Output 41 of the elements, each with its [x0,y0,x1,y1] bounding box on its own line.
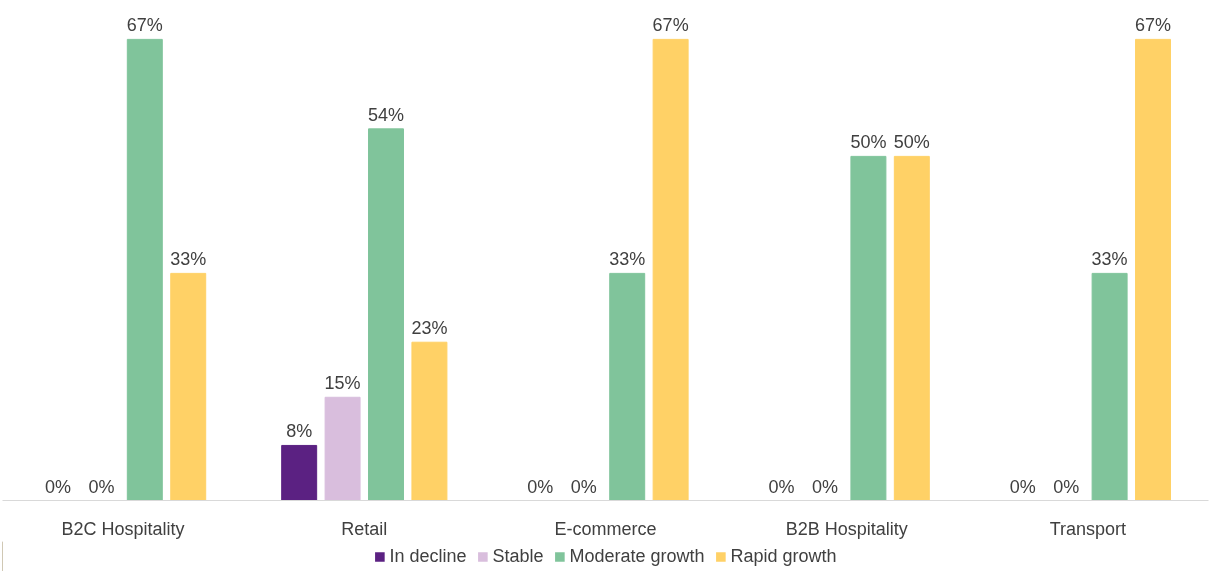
data-label: 67% [652,15,689,36]
legend-label: Moderate growth [569,545,705,567]
data-label: 50% [893,132,930,153]
data-label: 0% [1053,476,1080,497]
bar [893,155,930,501]
bar [281,444,318,501]
x-tick-label: B2C Hospitality [61,518,185,539]
data-label: 0% [44,476,71,497]
data-label: 0% [768,476,795,497]
data-label: 33% [609,249,646,270]
bar [1135,38,1172,501]
data-label: 0% [527,476,554,497]
data-label: 67% [1135,15,1172,36]
data-label: 67% [126,15,163,36]
data-label: 33% [170,249,207,270]
bar [170,272,207,501]
data-label: 0% [811,476,838,497]
data-label: 0% [570,476,597,497]
data-label: 23% [411,318,448,339]
bar [609,272,646,501]
bar [368,128,404,501]
data-label: 33% [1091,249,1128,270]
data-label: 54% [367,104,405,125]
x-tick-label: E-commerce [554,518,657,539]
data-label: 8% [286,421,313,442]
x-tick-label: B2B Hospitality [785,518,908,539]
legend-label: In decline [389,545,467,567]
data-label: 0% [1009,476,1036,497]
data-label: 50% [850,132,887,153]
legend-label: Rapid growth [730,545,837,567]
data-label: 15% [324,373,361,394]
legend-label: Stable [492,545,544,567]
bar [850,155,887,501]
x-tick-label: Retail [341,518,388,539]
data-label: 0% [88,476,115,497]
bar [1091,272,1128,501]
bar [652,38,689,501]
bar [126,38,163,501]
bar [324,396,361,501]
bar [411,341,448,501]
x-tick-label: Transport [1049,518,1127,539]
